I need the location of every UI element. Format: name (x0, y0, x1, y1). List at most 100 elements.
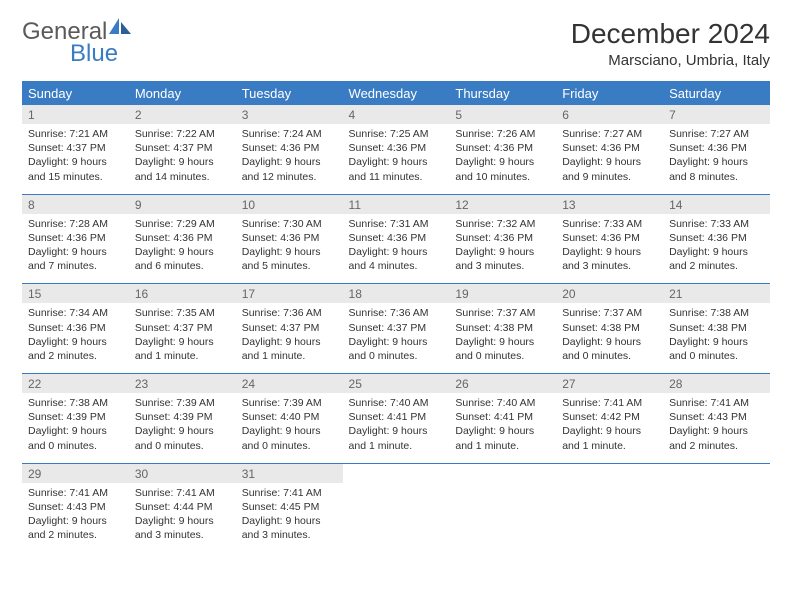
daylight-text: Daylight: 9 hours (455, 424, 550, 438)
day-cell: Sunrise: 7:29 AMSunset: 4:36 PMDaylight:… (129, 214, 236, 284)
day-cell: Sunrise: 7:33 AMSunset: 4:36 PMDaylight:… (663, 214, 770, 284)
day-cell (663, 483, 770, 553)
day-number: 23 (129, 374, 236, 394)
day-number: 31 (236, 463, 343, 483)
daylight-text: Daylight: 9 hours (242, 424, 337, 438)
day-cell: Sunrise: 7:36 AMSunset: 4:37 PMDaylight:… (343, 303, 450, 373)
sunset-text: Sunset: 4:36 PM (349, 141, 444, 155)
day-cell: Sunrise: 7:22 AMSunset: 4:37 PMDaylight:… (129, 124, 236, 194)
day-cell (556, 483, 663, 553)
sunrise-text: Sunrise: 7:25 AM (349, 127, 444, 141)
sunset-text: Sunset: 4:43 PM (669, 410, 764, 424)
daylight-text: Daylight: 9 hours (135, 514, 230, 528)
day-number: 21 (663, 284, 770, 304)
daylight-text: and 1 minute. (349, 439, 444, 453)
sunrise-text: Sunrise: 7:31 AM (349, 217, 444, 231)
day-header: Sunday (22, 82, 129, 106)
daylight-text: and 0 minutes. (28, 439, 123, 453)
week-num-row: 293031 (22, 463, 770, 483)
daylight-text: Daylight: 9 hours (242, 335, 337, 349)
sunset-text: Sunset: 4:36 PM (455, 231, 550, 245)
day-number: 30 (129, 463, 236, 483)
sunset-text: Sunset: 4:36 PM (669, 141, 764, 155)
sunset-text: Sunset: 4:36 PM (135, 231, 230, 245)
day-number: 7 (663, 105, 770, 124)
sunset-text: Sunset: 4:36 PM (669, 231, 764, 245)
day-number: 26 (449, 374, 556, 394)
day-cell: Sunrise: 7:31 AMSunset: 4:36 PMDaylight:… (343, 214, 450, 284)
sunset-text: Sunset: 4:36 PM (242, 231, 337, 245)
sunset-text: Sunset: 4:38 PM (455, 321, 550, 335)
daylight-text: Daylight: 9 hours (28, 155, 123, 169)
sunrise-text: Sunrise: 7:28 AM (28, 217, 123, 231)
day-number: 15 (22, 284, 129, 304)
daylight-text: Daylight: 9 hours (28, 245, 123, 259)
sunrise-text: Sunrise: 7:30 AM (242, 217, 337, 231)
day-cell (343, 483, 450, 553)
daylight-text: and 9 minutes. (562, 170, 657, 184)
day-number (449, 463, 556, 483)
daylight-text: and 11 minutes. (349, 170, 444, 184)
day-cell: Sunrise: 7:40 AMSunset: 4:41 PMDaylight:… (343, 393, 450, 463)
day-cell (449, 483, 556, 553)
daylight-text: and 3 minutes. (562, 259, 657, 273)
day-number: 5 (449, 105, 556, 124)
sunrise-text: Sunrise: 7:39 AM (135, 396, 230, 410)
sunrise-text: Sunrise: 7:38 AM (669, 306, 764, 320)
sunset-text: Sunset: 4:36 PM (242, 141, 337, 155)
sunrise-text: Sunrise: 7:27 AM (669, 127, 764, 141)
week-data-row: Sunrise: 7:38 AMSunset: 4:39 PMDaylight:… (22, 393, 770, 463)
daylight-text: and 1 minute. (135, 349, 230, 363)
daylight-text: and 1 minute. (455, 439, 550, 453)
daylight-text: and 5 minutes. (242, 259, 337, 273)
day-cell: Sunrise: 7:38 AMSunset: 4:39 PMDaylight:… (22, 393, 129, 463)
daylight-text: and 1 minute. (242, 349, 337, 363)
day-number: 24 (236, 374, 343, 394)
day-header: Wednesday (343, 82, 450, 106)
sunset-text: Sunset: 4:45 PM (242, 500, 337, 514)
sunset-text: Sunset: 4:38 PM (562, 321, 657, 335)
sunset-text: Sunset: 4:36 PM (562, 141, 657, 155)
daylight-text: Daylight: 9 hours (28, 424, 123, 438)
day-cell: Sunrise: 7:40 AMSunset: 4:41 PMDaylight:… (449, 393, 556, 463)
day-number: 1 (22, 105, 129, 124)
sunset-text: Sunset: 4:41 PM (349, 410, 444, 424)
day-cell: Sunrise: 7:41 AMSunset: 4:43 PMDaylight:… (663, 393, 770, 463)
daylight-text: Daylight: 9 hours (455, 335, 550, 349)
day-number: 8 (22, 194, 129, 214)
day-number: 27 (556, 374, 663, 394)
day-cell: Sunrise: 7:41 AMSunset: 4:43 PMDaylight:… (22, 483, 129, 553)
sunset-text: Sunset: 4:37 PM (135, 141, 230, 155)
sunrise-text: Sunrise: 7:22 AM (135, 127, 230, 141)
daylight-text: Daylight: 9 hours (135, 155, 230, 169)
sunrise-text: Sunrise: 7:36 AM (242, 306, 337, 320)
daylight-text: and 3 minutes. (242, 528, 337, 542)
sunset-text: Sunset: 4:36 PM (455, 141, 550, 155)
day-cell: Sunrise: 7:21 AMSunset: 4:37 PMDaylight:… (22, 124, 129, 194)
location: Marsciano, Umbria, Italy (571, 52, 770, 69)
daylight-text: and 0 minutes. (669, 349, 764, 363)
day-number: 28 (663, 374, 770, 394)
daylight-text: Daylight: 9 hours (28, 335, 123, 349)
daylight-text: Daylight: 9 hours (242, 514, 337, 528)
day-cell: Sunrise: 7:37 AMSunset: 4:38 PMDaylight:… (556, 303, 663, 373)
sunset-text: Sunset: 4:37 PM (349, 321, 444, 335)
daylight-text: and 15 minutes. (28, 170, 123, 184)
day-cell: Sunrise: 7:26 AMSunset: 4:36 PMDaylight:… (449, 124, 556, 194)
daylight-text: and 6 minutes. (135, 259, 230, 273)
month-title: December 2024 (571, 18, 770, 50)
week-data-row: Sunrise: 7:34 AMSunset: 4:36 PMDaylight:… (22, 303, 770, 373)
day-number: 14 (663, 194, 770, 214)
day-cell: Sunrise: 7:33 AMSunset: 4:36 PMDaylight:… (556, 214, 663, 284)
daylight-text: Daylight: 9 hours (562, 335, 657, 349)
sunrise-text: Sunrise: 7:33 AM (669, 217, 764, 231)
day-cell: Sunrise: 7:30 AMSunset: 4:36 PMDaylight:… (236, 214, 343, 284)
day-number: 22 (22, 374, 129, 394)
week-data-row: Sunrise: 7:21 AMSunset: 4:37 PMDaylight:… (22, 124, 770, 194)
day-number: 16 (129, 284, 236, 304)
day-cell: Sunrise: 7:39 AMSunset: 4:40 PMDaylight:… (236, 393, 343, 463)
daylight-text: and 2 minutes. (669, 439, 764, 453)
day-cell: Sunrise: 7:38 AMSunset: 4:38 PMDaylight:… (663, 303, 770, 373)
daylight-text: and 10 minutes. (455, 170, 550, 184)
daylight-text: Daylight: 9 hours (135, 335, 230, 349)
